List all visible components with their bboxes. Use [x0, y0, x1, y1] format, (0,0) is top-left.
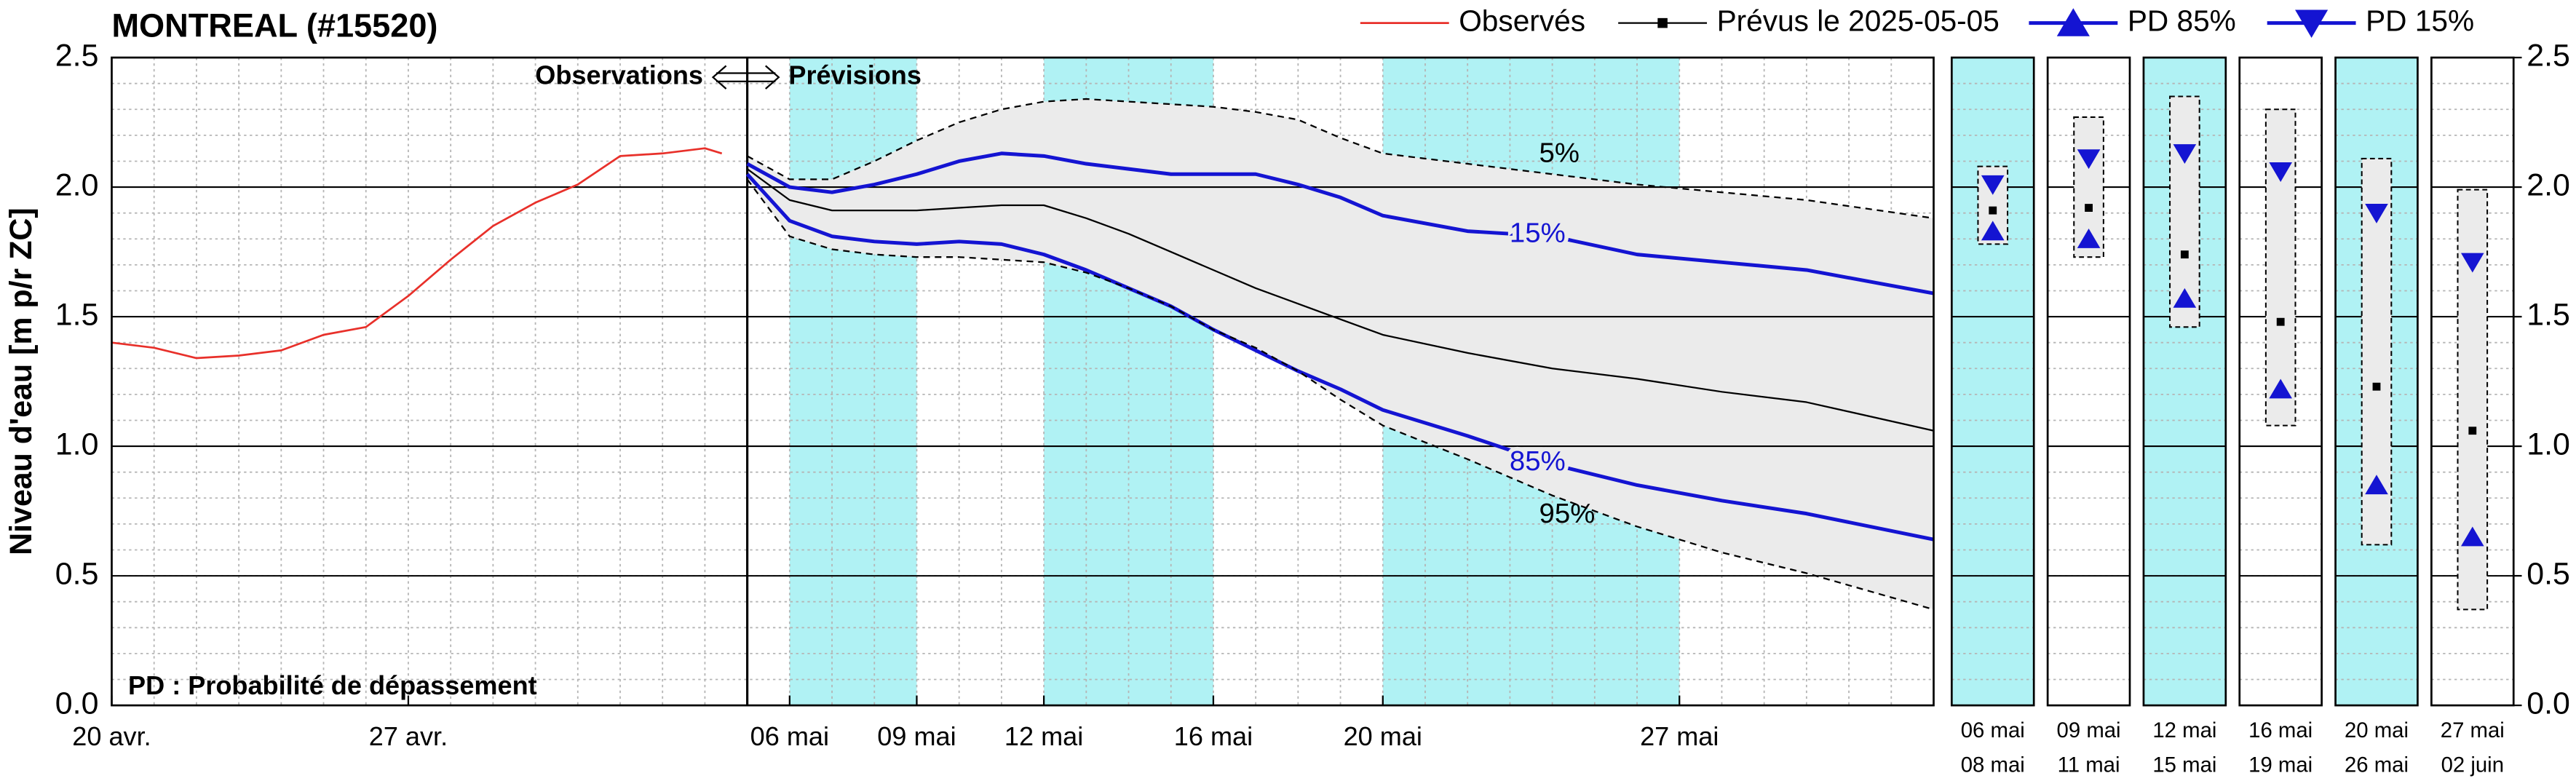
period-marker [2180, 250, 2189, 259]
plot-layer: 0.0 0.5 1.0 1.5 2.0 2.5 20 avr. 27 avr. 06 mai 09… [55, 4, 2570, 777]
period-marker [2269, 378, 2292, 399]
y-tick-label: 1.5 [55, 297, 99, 332]
period-marker [1981, 221, 2005, 241]
x-tick-label: 16 mai [1174, 721, 1253, 751]
panel-frame [2334, 56, 2419, 707]
series-line [746, 151, 1934, 296]
period-marker [2461, 253, 2484, 273]
period-marker [1981, 175, 2005, 195]
panel-label: 15 mai [2152, 753, 2216, 777]
legend-label: Prévus le 2025-05-05 [1717, 4, 2000, 37]
inline-label: 85% [1510, 445, 1566, 477]
series-line [746, 178, 1934, 611]
y2-tick-label: 0.5 [2527, 556, 2570, 591]
panel-label: 12 mai [2152, 718, 2216, 742]
panel-frame [1950, 56, 2035, 707]
x-tick-label: 06 mai [750, 721, 829, 751]
panel-label: 09 mai [2057, 718, 2121, 742]
panel-highlight [1951, 58, 2034, 706]
period-marker [2077, 149, 2101, 170]
x-tick-label: 12 mai [1004, 721, 1083, 751]
series-line [746, 168, 1934, 432]
panel-frame [2430, 56, 2515, 707]
chart-title: MONTREAL (#15520) [111, 7, 437, 44]
arrow-head [765, 65, 780, 90]
y-tick-label: 0.0 [55, 686, 99, 721]
period-marker [2173, 144, 2197, 164]
panel-frame [2238, 56, 2323, 707]
panel-label: 08 mai [1961, 753, 2025, 777]
period-marker [2276, 317, 2285, 326]
annotation: Observations [535, 60, 703, 90]
plot-frame [111, 56, 1935, 707]
range-box [2264, 108, 2296, 427]
panel-label: 02 juin [2441, 753, 2504, 777]
annotation: PD : Probabilité de dépassement [128, 670, 537, 700]
panel-label: 27 mai [2441, 718, 2505, 742]
arrow-head [711, 65, 727, 90]
series-line [111, 147, 723, 360]
period-marker [1989, 206, 1997, 215]
period-marker [2365, 475, 2388, 495]
inline-label: 95% [1539, 498, 1596, 529]
panel-label: 16 mai [2248, 718, 2313, 742]
y2-tick-label: 0.0 [2527, 686, 2570, 721]
panel-label: 06 mai [1961, 718, 2025, 742]
legend-label: Observés [1459, 4, 1585, 37]
legend-label: PD 85% [2128, 4, 2236, 37]
y-axis-label: Niveau d'eau [m p/r ZC] [4, 207, 39, 555]
x-tick-label: 20 mai [1344, 721, 1422, 751]
period-marker [2173, 288, 2197, 308]
inline-label: 15% [1510, 218, 1566, 249]
panel-label: 20 mai [2345, 718, 2409, 742]
y-tick-label: 2.0 [55, 167, 99, 202]
boundary-arrow [711, 65, 780, 90]
period-marker [2372, 382, 2381, 391]
spread-area [747, 99, 1934, 610]
legend-marker [2295, 9, 2329, 38]
panel-frame [2046, 56, 2131, 707]
series-line [747, 98, 1934, 219]
x-tick-label: 20 avr. [72, 721, 151, 751]
legend-label: PD 15% [2366, 4, 2474, 37]
y-tick-label: 1.0 [55, 427, 99, 461]
y2-tick-label: 2.0 [2527, 167, 2570, 202]
panel-label: 26 mai [2345, 753, 2409, 777]
y-tick-label: 0.5 [55, 556, 99, 591]
y-tick-label: 2.5 [55, 38, 99, 73]
period-marker [2269, 162, 2292, 182]
x-tick-label: 27 avr. [369, 721, 448, 751]
panel-label: 19 mai [2248, 753, 2313, 777]
period-marker [2085, 204, 2093, 212]
period-marker [2077, 229, 2101, 248]
y2-tick-label: 1.0 [2527, 427, 2570, 461]
period-marker [2461, 526, 2484, 547]
period-marker [2468, 427, 2477, 435]
legend-marker [2056, 8, 2090, 36]
panel-label: 11 mai [2058, 753, 2120, 777]
x-tick-label: 09 mai [877, 721, 956, 751]
range-box [2457, 189, 2489, 611]
panel-frame [2142, 56, 2227, 707]
annotation: Prévisions [788, 60, 922, 90]
y2-tick-label: 1.5 [2527, 297, 2570, 332]
x-tick-label: 27 mai [1640, 721, 1719, 751]
legend-marker [1657, 17, 1668, 28]
y2-tick-label: 2.5 [2527, 38, 2570, 73]
inline-label: 5% [1539, 137, 1580, 168]
period-marker [2365, 204, 2388, 223]
